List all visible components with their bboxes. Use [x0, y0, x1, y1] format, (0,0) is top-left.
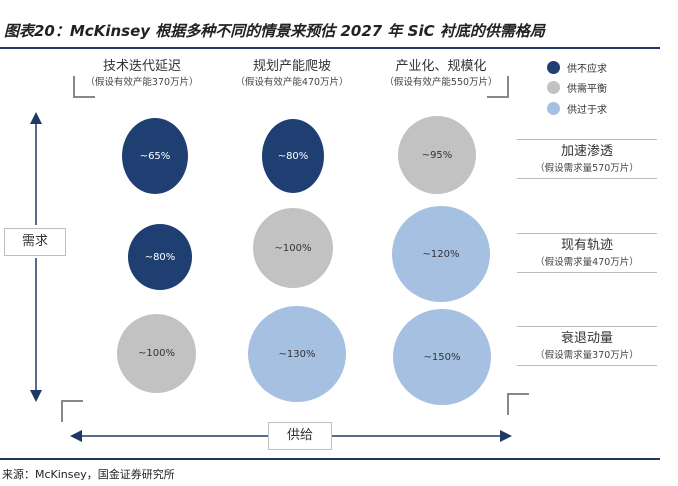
cell-value: ~95%: [421, 149, 453, 161]
column-label: 产业化、规模化: [395, 59, 487, 74]
source-note: 来源：McKinsey，国金证券研究所: [2, 468, 175, 481]
cell-value: ~80%: [277, 150, 309, 162]
cell-value: ~65%: [139, 150, 171, 162]
row-label: 现有轨迹: [560, 238, 613, 253]
column-note: （假设有效产能370万片）: [85, 77, 199, 88]
row-note: （假设需求量470万片）: [535, 257, 639, 268]
cell-bubble-r2-c2: ~100%: [253, 208, 333, 288]
column-header-1: 技术迭代延迟 （假设有效产能370万片）: [78, 58, 206, 90]
source-rule: [0, 458, 660, 460]
column-label: 规划产能爬坡: [252, 59, 331, 74]
cell-bubble-r2-c1: ~80%: [128, 224, 192, 290]
bracket-top-left: [73, 76, 95, 98]
cell-bubble-r1-c1: ~65%: [122, 118, 188, 194]
legend: 供不应求 供需平衡 供过于求: [517, 55, 657, 121]
supply-axis-label: 供给: [268, 422, 332, 450]
cell-value: ~80%: [144, 251, 176, 263]
column-label: 技术迭代延迟: [102, 59, 181, 74]
bracket-bottom-left: [61, 400, 83, 422]
cell-value: ~100%: [274, 242, 312, 254]
bracket-bottom-right: [507, 393, 529, 415]
cell-value: ~150%: [423, 351, 461, 363]
legend-swatch: [547, 102, 560, 115]
row-header-3: 衰退动量 （假设需求量370万片）: [517, 326, 657, 366]
row-header-2: 现有轨迹 （假设需求量470万片）: [517, 233, 657, 273]
legend-label: 供不应求: [567, 64, 607, 75]
row-label: 衰退动量: [560, 331, 613, 346]
row-note: （假设需求量370万片）: [535, 350, 639, 361]
title-rule: [0, 47, 660, 49]
row-label: 加速渗透: [560, 144, 613, 159]
row-header-1: 加速渗透 （假设需求量570万片）: [517, 139, 657, 179]
cell-value: ~100%: [138, 348, 175, 359]
cell-bubble-r2-c3: ~120%: [392, 206, 490, 302]
legend-label: 供过于求: [567, 105, 607, 116]
column-note: （假设有效产能470万片）: [235, 77, 349, 88]
column-header-2: 规划产能爬坡 （假设有效产能470万片）: [228, 58, 356, 90]
cell-bubble-r3-c1: ~100%: [117, 314, 196, 393]
row-note: （假设需求量570万片）: [535, 163, 639, 174]
bracket-top-right: [487, 76, 509, 98]
cell-value: ~130%: [278, 348, 316, 360]
cell-bubble-r3-c3: ~150%: [393, 309, 491, 405]
column-note: （假设有效产能550万片）: [384, 77, 498, 88]
column-header-3: 产业化、规模化 （假设有效产能550万片）: [377, 58, 505, 90]
cell-bubble-r3-c2: ~130%: [248, 306, 346, 402]
legend-swatch: [547, 81, 560, 94]
demand-axis-label: 需求: [4, 228, 66, 256]
cell-bubble-r1-c2: ~80%: [262, 119, 324, 193]
cell-value: ~120%: [422, 248, 460, 260]
legend-label: 供需平衡: [567, 84, 607, 95]
figure-title: 图表20：McKinsey 根据多种不同的情景来预估 2027 年 SiC 衬底…: [4, 22, 545, 40]
cell-bubble-r1-c3: ~95%: [398, 116, 476, 194]
legend-swatch: [547, 61, 560, 74]
